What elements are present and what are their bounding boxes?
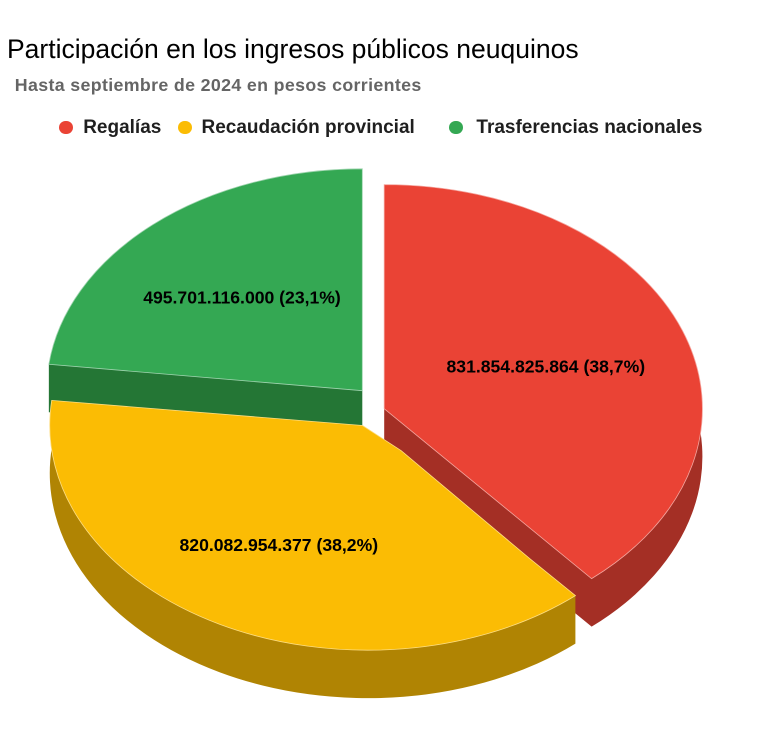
svg-text:495.701.116.000 (23,1%): 495.701.116.000 (23,1%) [143, 288, 341, 308]
svg-text:831.854.825.864 (38,7%): 831.854.825.864 (38,7%) [447, 357, 646, 377]
svg-text:820.082.954.377 (38,2%): 820.082.954.377 (38,2%) [180, 535, 379, 555]
